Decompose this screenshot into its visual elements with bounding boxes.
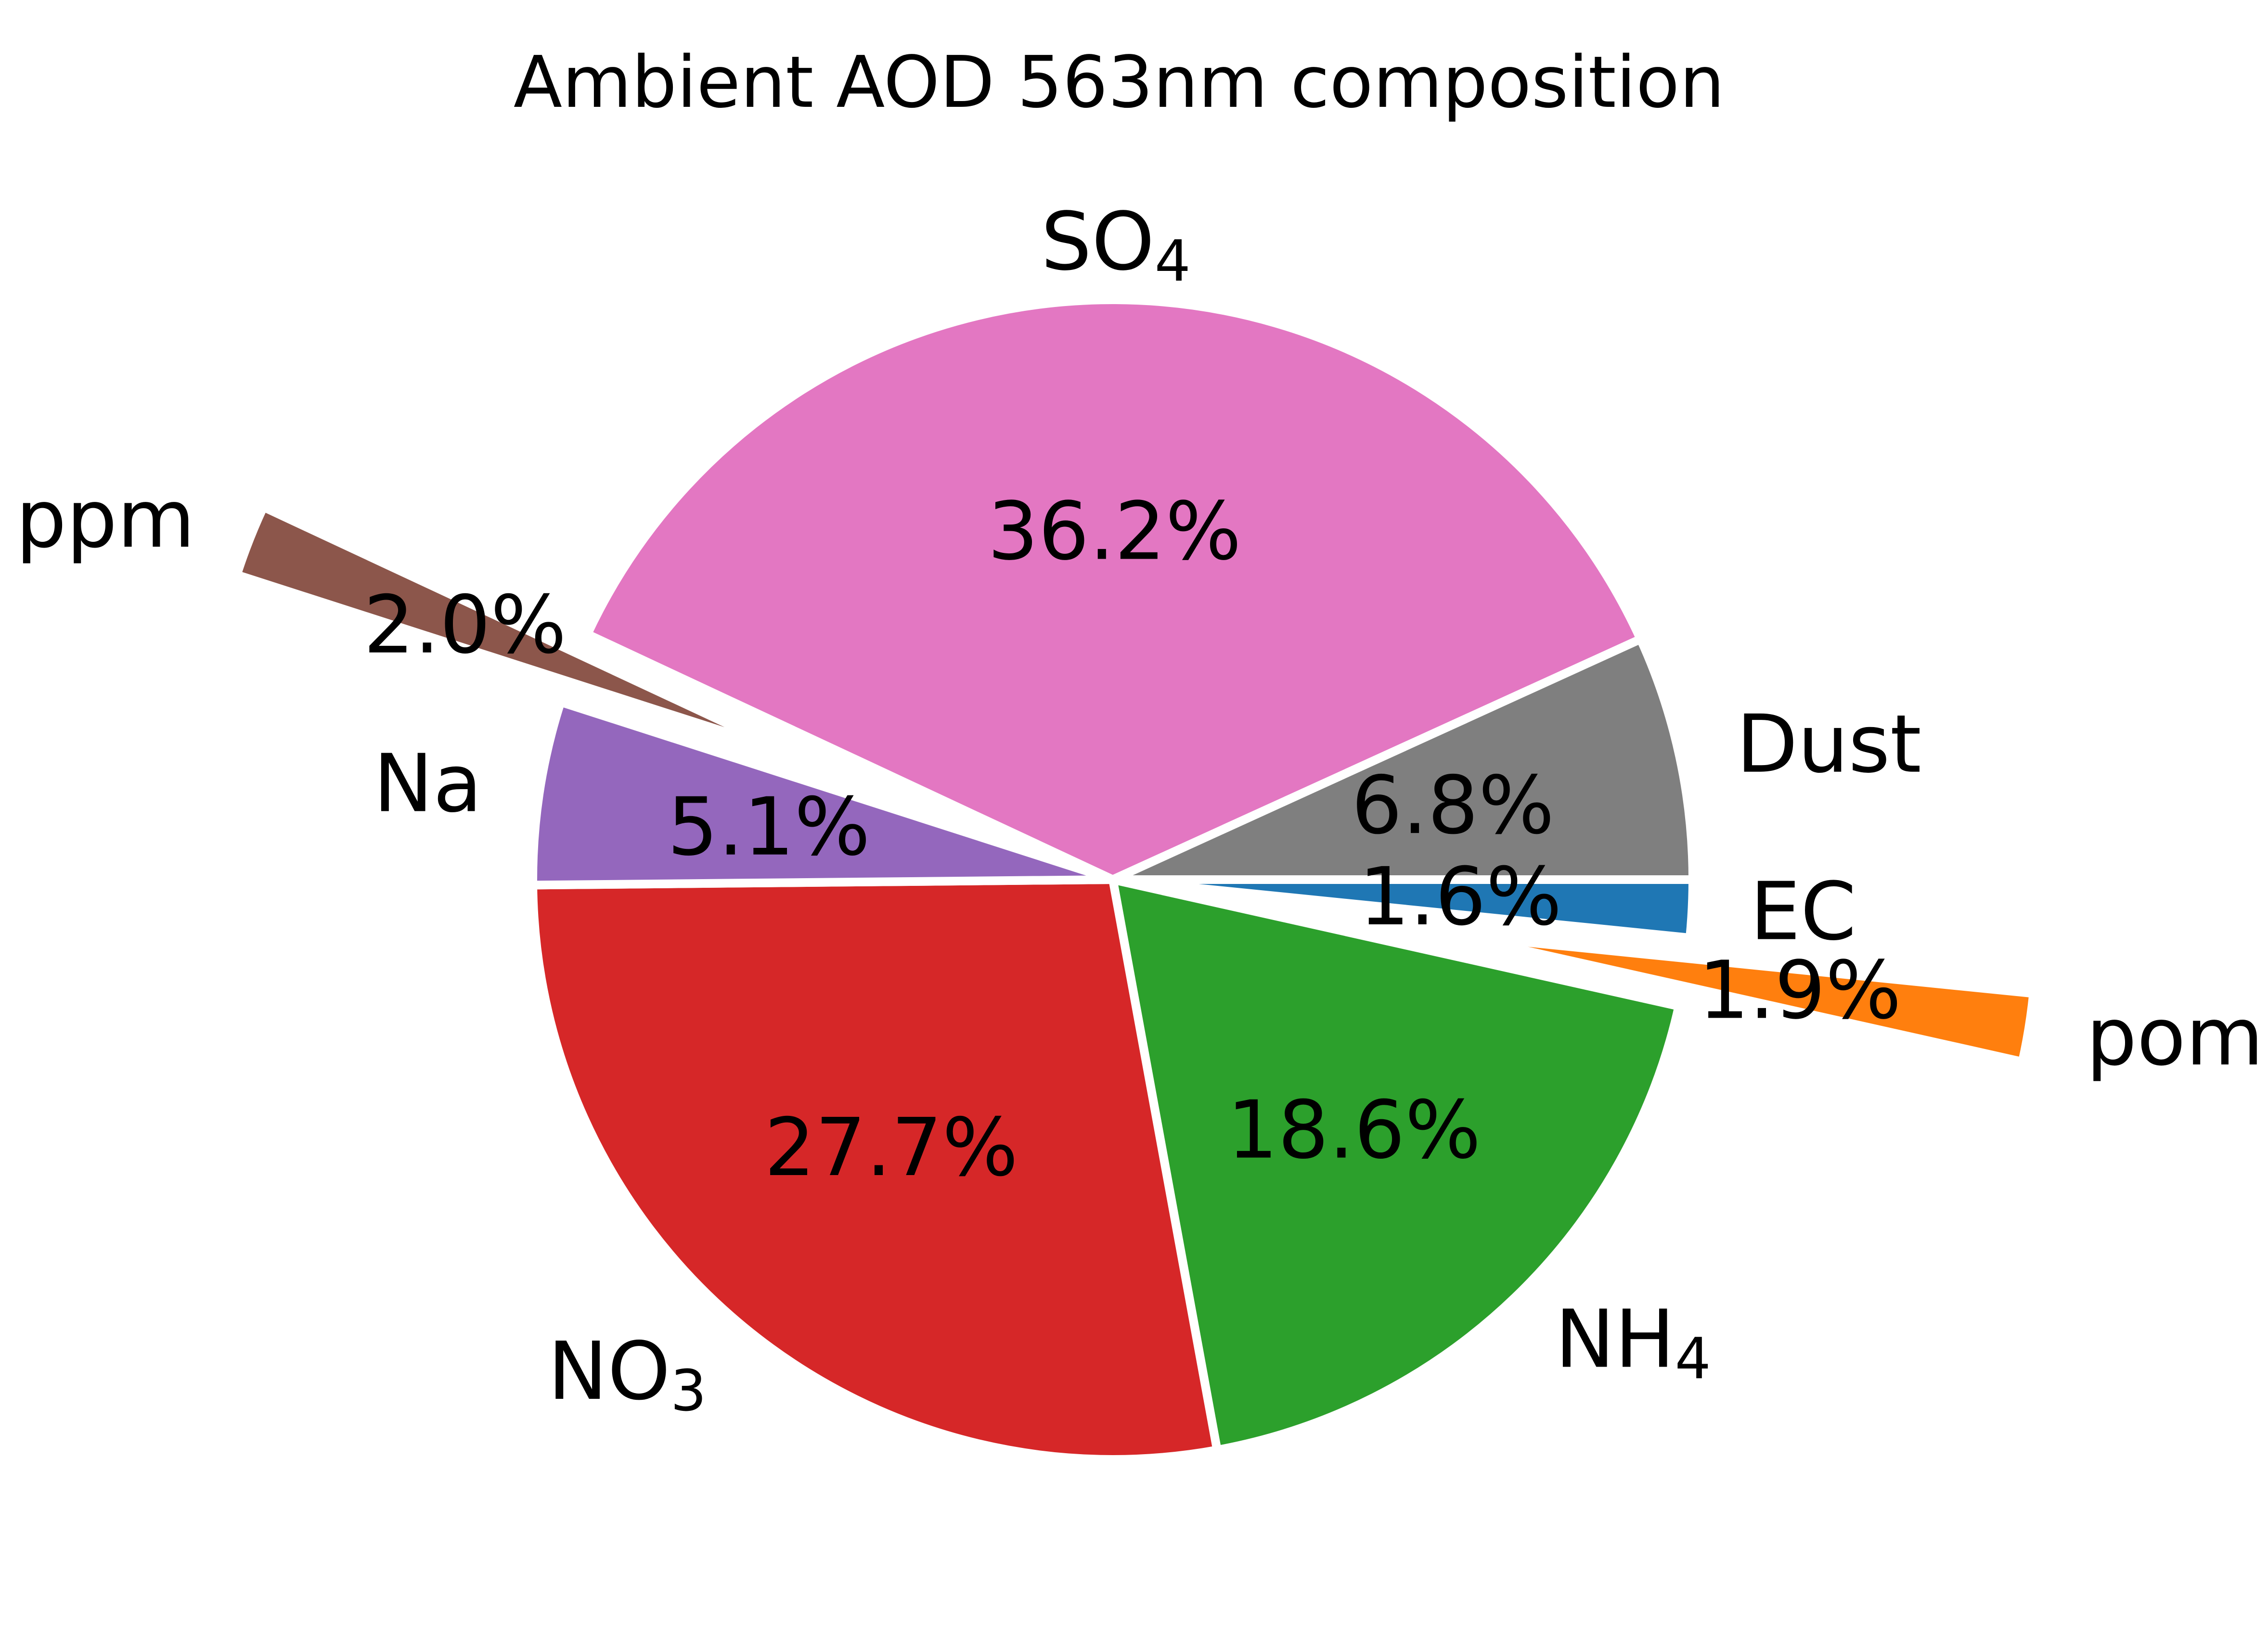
pie-slice-pom xyxy=(1455,931,2038,1067)
pie-wedges xyxy=(231,295,2038,1464)
pie-slice-na xyxy=(528,696,1114,890)
pie-slice-no3 xyxy=(528,875,1223,1464)
slice-percent-na: 5.1% xyxy=(667,781,870,874)
slice-percent-no3: 27.7% xyxy=(764,1101,1018,1194)
slice-label-na: Na xyxy=(374,737,482,830)
slice-label-dust: Dust xyxy=(1736,698,1921,791)
slice-label-pom: pom xyxy=(2086,991,2264,1084)
slice-percent-ppm: 2.0% xyxy=(363,579,567,672)
slice-percent-so4: 36.2% xyxy=(988,486,1241,578)
slice-percent-nh4: 18.6% xyxy=(1227,1084,1481,1177)
slice-percent-ec: 1.6% xyxy=(1359,851,1562,944)
pie-slice-so4 xyxy=(581,295,1647,884)
pie-labels: EC 1.6% pom 1.9% NH4 18.6% NO3 27.7% Na 5.1% ppm 2.… xyxy=(16,195,2264,1424)
slice-label-ppm: ppm xyxy=(16,473,195,566)
pie-slice-nh4 xyxy=(1107,874,1684,1455)
pie-slice-dust xyxy=(1111,633,1698,884)
slice-label-so4: SO4 xyxy=(1041,195,1191,294)
slice-label-no3: NO3 xyxy=(548,1325,707,1424)
slice-percent-pom: 1.9% xyxy=(1699,944,1902,1037)
slice-label-ec: EC xyxy=(1750,865,1856,958)
slice-label-nh4: NH4 xyxy=(1555,1293,1711,1392)
pie-slice-ppm xyxy=(231,501,791,757)
slice-percent-dust: 6.8% xyxy=(1352,759,1555,852)
chart-title: Ambient AOD 563nm composition xyxy=(514,41,1725,124)
